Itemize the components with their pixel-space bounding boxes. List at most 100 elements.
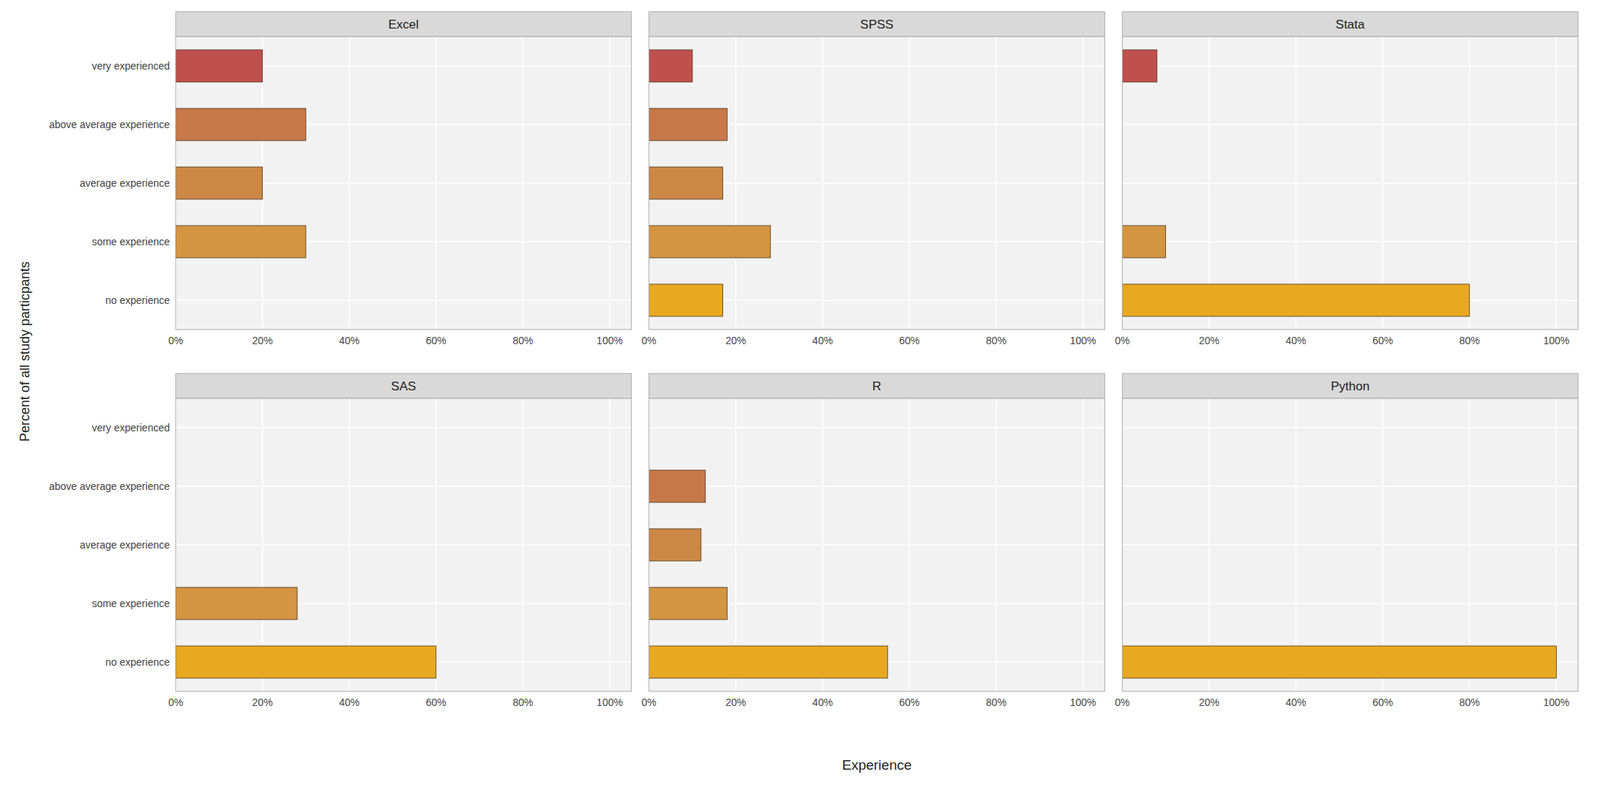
x-tick-label: 0% <box>641 334 657 347</box>
grid-line-y <box>1122 240 1579 243</box>
x-tick-label: 80% <box>985 334 1007 347</box>
x-tick-label: 40% <box>338 696 360 708</box>
bar <box>649 108 728 141</box>
bar <box>1122 49 1157 82</box>
plot-area <box>175 398 632 691</box>
x-tick-label: 20% <box>252 334 274 347</box>
x-tick-label: 60% <box>425 334 447 347</box>
chart-root: Excel 0% 20% 40% 60% 80% 100% very experienced a… <box>0 0 1600 799</box>
x-tick-label: 0% <box>168 334 183 347</box>
bar <box>649 49 693 82</box>
x-tick-label: 0% <box>641 696 657 708</box>
grid-line-y <box>649 485 1106 487</box>
grid-line-y <box>1122 123 1579 126</box>
x-tick-label: 20% <box>725 696 746 708</box>
x-tick-label: 80% <box>985 696 1007 708</box>
bar <box>649 469 706 503</box>
x-tick-label: 100% <box>1542 334 1570 347</box>
x-tick-label: 100% <box>596 696 623 708</box>
y-axis-label: Percent of all study particpants <box>17 261 33 442</box>
x-tick-label: 80% <box>512 696 533 708</box>
y-tick-label: above average experience <box>49 118 170 131</box>
x-tick-label: 100% <box>1070 696 1097 708</box>
y-tick-label: no experience <box>105 655 170 668</box>
x-axis-label: Experience <box>841 756 912 773</box>
x-tick-label: 60% <box>425 696 447 708</box>
bar <box>649 587 728 620</box>
x-tick-label: 40% <box>1286 696 1307 708</box>
bar <box>649 645 888 678</box>
facet-strip <box>649 373 1106 399</box>
x-tick-label: 60% <box>1372 696 1393 708</box>
x-tick-label: 80% <box>1459 696 1480 708</box>
facet-strip <box>1122 11 1579 37</box>
x-tick-label: 20% <box>1198 696 1220 708</box>
x-tick-label: 60% <box>898 696 920 708</box>
bars <box>1122 49 1469 317</box>
grid-line-y <box>1122 426 1579 429</box>
x-tick-label: 60% <box>898 334 920 347</box>
panel: Python0%20%40%60%80%100% <box>1114 373 1579 708</box>
x-tick-label: 0% <box>1114 334 1130 347</box>
grid-line-y <box>649 426 1106 429</box>
panel: Excel0%20%40%60%80%100%very experienceda… <box>49 11 632 347</box>
bar <box>175 108 306 141</box>
x-tick-label: 0% <box>1114 696 1130 708</box>
grid-line-y <box>175 485 632 487</box>
plot-frame <box>1122 398 1579 691</box>
bar <box>1122 283 1469 317</box>
grid-line-y <box>1122 182 1579 184</box>
facet-title: Stata <box>1335 17 1366 32</box>
y-tick-label: very experienced <box>91 60 170 72</box>
bars <box>649 49 771 317</box>
x-tick-label: 20% <box>252 696 274 708</box>
bar <box>649 166 724 200</box>
grid-line-y <box>175 543 632 546</box>
x-tick-label: 20% <box>1198 334 1220 347</box>
bar <box>649 528 702 561</box>
x-tick-label: 0% <box>168 696 183 708</box>
plot-area <box>649 36 1106 330</box>
facet-strip <box>175 11 632 37</box>
grid-line-y <box>649 543 1106 546</box>
grid-line-y <box>1122 543 1579 546</box>
bar <box>175 645 437 678</box>
panel: Stata0%20%40%60%80%100% <box>1114 11 1579 347</box>
bars <box>649 469 888 678</box>
facet-title: Excel <box>388 17 420 32</box>
plot-area <box>649 398 1106 691</box>
facet-title: SPSS <box>860 17 893 32</box>
x-tick-label: 80% <box>512 334 533 347</box>
plot-frame <box>175 398 632 691</box>
facet-strip <box>1122 373 1579 399</box>
y-tick-label: some experience <box>91 597 170 609</box>
plot-area <box>175 36 632 330</box>
bar <box>1122 225 1166 258</box>
x-tick-label: 80% <box>1459 334 1480 347</box>
facet-title: SAS <box>390 379 416 394</box>
y-tick-label: average experience <box>79 177 170 189</box>
bars <box>1122 645 1557 678</box>
facet-strip <box>175 373 632 399</box>
x-tick-label: 60% <box>1372 334 1393 347</box>
plot-frame <box>175 36 632 330</box>
plot-frame <box>1122 36 1579 330</box>
bar <box>175 225 306 258</box>
x-tick-label: 100% <box>596 334 623 347</box>
x-tick-label: 20% <box>725 334 746 347</box>
x-tick-label: 40% <box>812 696 833 708</box>
bars <box>175 587 437 678</box>
grid-line-y <box>1122 485 1579 487</box>
bar <box>1122 645 1557 678</box>
facet-title: R <box>872 379 882 394</box>
facet-title: Python <box>1330 379 1370 394</box>
y-tick-label: no experience <box>105 294 170 306</box>
x-tick-label: 40% <box>812 334 833 347</box>
bars <box>175 49 306 258</box>
bar <box>175 166 263 200</box>
y-tick-label: some experience <box>91 235 170 248</box>
y-tick-label: above average experience <box>49 480 170 492</box>
grid-line-y <box>175 426 632 429</box>
y-tick-label: very experienced <box>91 421 170 434</box>
grid-line-y <box>1122 602 1579 604</box>
